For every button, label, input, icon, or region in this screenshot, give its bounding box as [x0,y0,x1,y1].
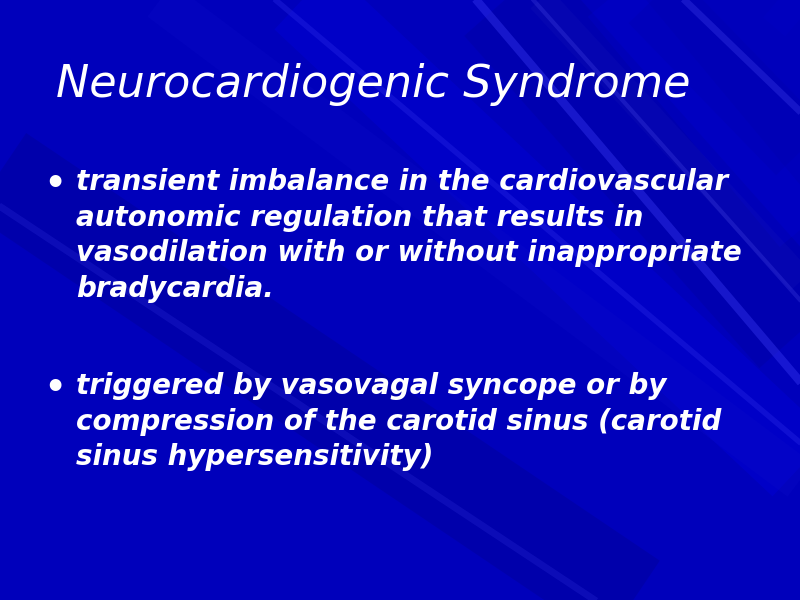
Text: •: • [44,168,66,201]
Text: triggered by vasovagal syncope or by
compression of the carotid sinus (carotid
s: triggered by vasovagal syncope or by com… [76,372,722,472]
Text: transient imbalance in the cardiovascular
autonomic regulation that results in
v: transient imbalance in the cardiovascula… [76,168,742,303]
Text: Neurocardiogenic Syndrome: Neurocardiogenic Syndrome [56,63,690,106]
Text: •: • [44,372,66,405]
